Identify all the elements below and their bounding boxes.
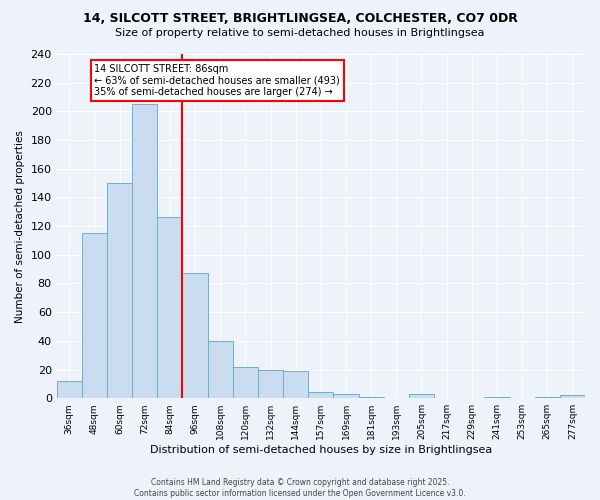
Text: 14 SILCOTT STREET: 86sqm
← 63% of semi-detached houses are smaller (493)
35% of : 14 SILCOTT STREET: 86sqm ← 63% of semi-d… (94, 64, 340, 97)
Text: 14, SILCOTT STREET, BRIGHTLINGSEA, COLCHESTER, CO7 0DR: 14, SILCOTT STREET, BRIGHTLINGSEA, COLCH… (83, 12, 517, 26)
Bar (182, 274, 208, 398)
Y-axis label: Number of semi-detached properties: Number of semi-detached properties (15, 130, 25, 322)
Bar (283, 371, 308, 398)
Bar (560, 396, 585, 398)
Bar (409, 394, 434, 398)
X-axis label: Distribution of semi-detached houses by size in Brightlingsea: Distribution of semi-detached houses by … (150, 445, 492, 455)
Bar (484, 397, 509, 398)
Bar (132, 104, 157, 398)
Bar (359, 397, 384, 398)
Bar (56, 381, 82, 398)
Bar (107, 183, 132, 398)
Text: Contains HM Land Registry data © Crown copyright and database right 2025.
Contai: Contains HM Land Registry data © Crown c… (134, 478, 466, 498)
Bar (308, 392, 334, 398)
Text: Size of property relative to semi-detached houses in Brightlingsea: Size of property relative to semi-detach… (115, 28, 485, 38)
Bar (82, 234, 107, 398)
Bar (208, 341, 233, 398)
Bar (157, 218, 182, 398)
Bar (233, 366, 258, 398)
Bar (334, 394, 359, 398)
Bar (258, 370, 283, 398)
Bar (535, 397, 560, 398)
